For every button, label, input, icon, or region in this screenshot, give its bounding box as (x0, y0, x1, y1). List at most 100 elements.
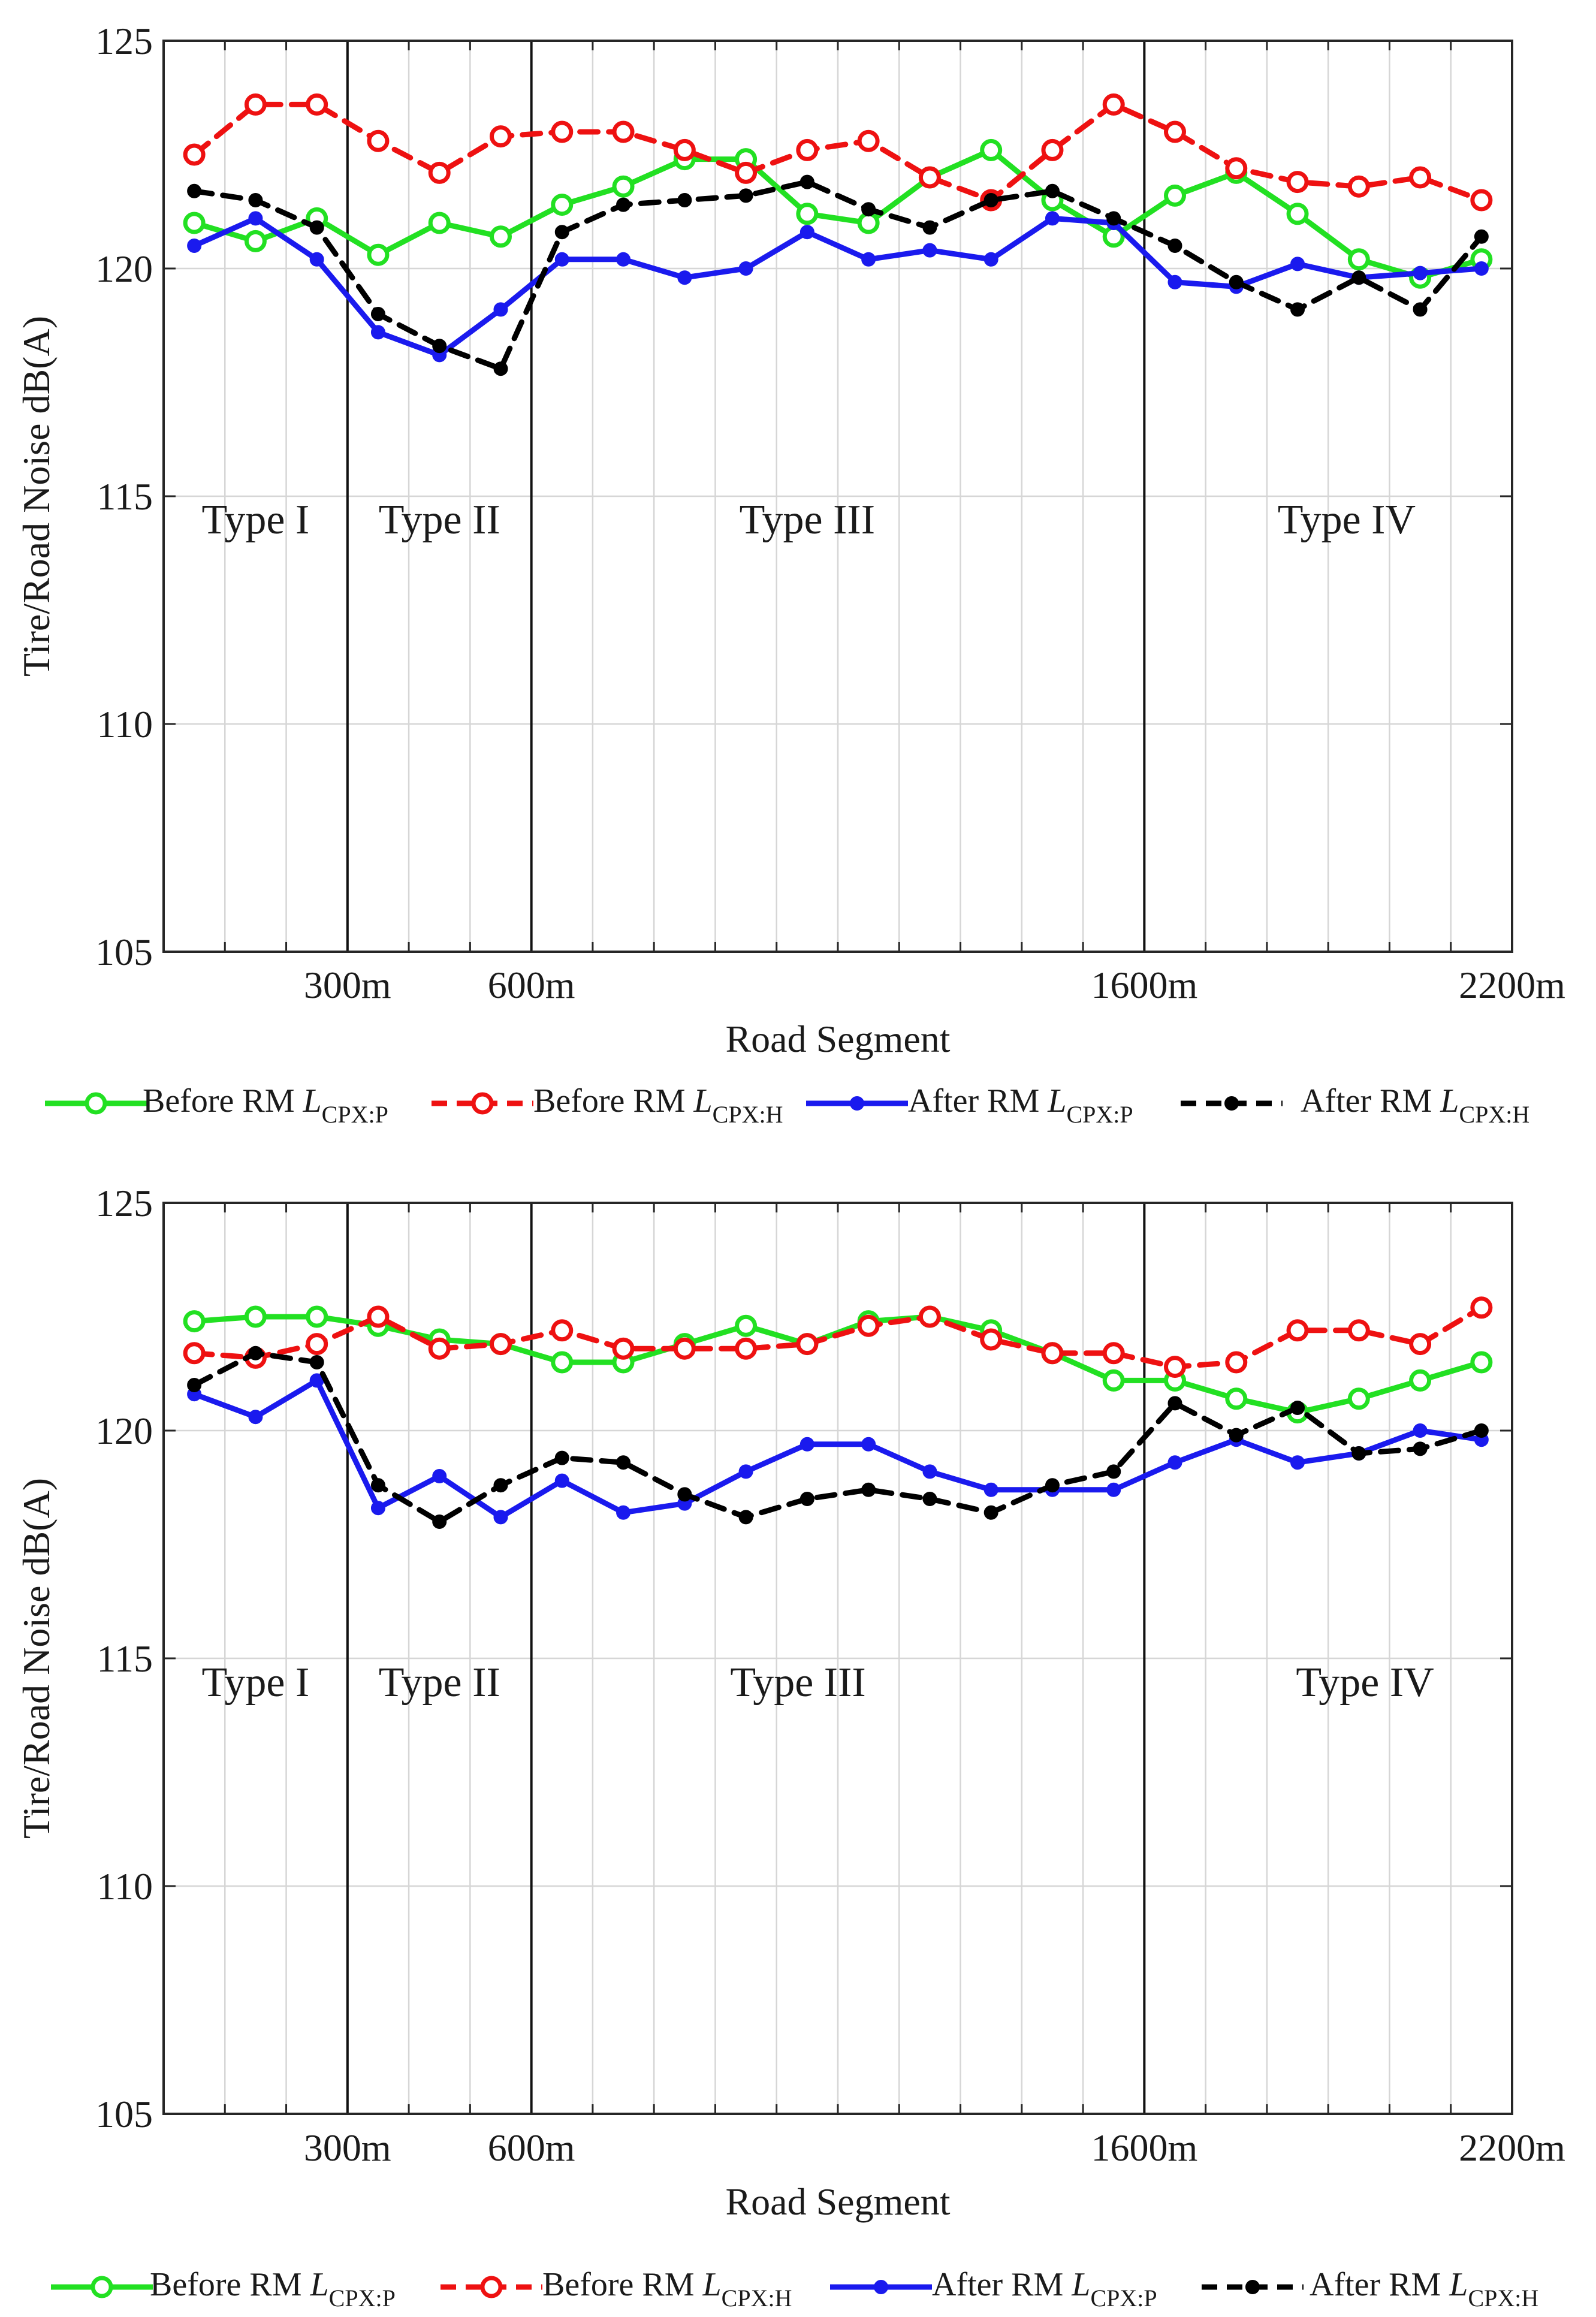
data-point (673, 1337, 696, 1360)
data-point (187, 239, 202, 253)
legend-item-after_p: After RM LCPX:P (830, 2266, 1157, 2312)
data-point (1041, 138, 1064, 161)
data-point (554, 1473, 569, 1488)
data-point (1045, 183, 1060, 198)
legend-item-after_h: After RM LCPX:H (1181, 1082, 1529, 1128)
data-point (309, 220, 324, 235)
data-point (1045, 1478, 1060, 1493)
data-point (370, 307, 385, 321)
data-point (1347, 1387, 1370, 1410)
data-point (677, 193, 692, 207)
data-point (1474, 229, 1489, 244)
region-label: Type IV (1278, 497, 1416, 543)
y-tick-label: 110 (96, 703, 153, 746)
data-point (738, 261, 753, 276)
region-label: Type I (202, 1660, 310, 1706)
series-line (191, 179, 1485, 372)
x-tick-label: 300m (304, 2126, 391, 2169)
x-tick-label: 600m (488, 2126, 575, 2169)
data-point (861, 252, 876, 267)
data-point (922, 243, 937, 258)
data-point (861, 1437, 876, 1452)
data-point (309, 252, 324, 267)
data-point (551, 194, 574, 216)
data-point (1106, 211, 1121, 226)
y-tick-label: 115 (96, 1637, 153, 1680)
data-point (1290, 302, 1305, 317)
legend-marker (480, 2276, 503, 2298)
data-point (922, 1464, 937, 1479)
data-point (428, 161, 451, 184)
data-point (983, 1505, 998, 1520)
data-point (861, 1482, 876, 1497)
data-point (1229, 1428, 1244, 1443)
x-tick-label: 1600m (1091, 2126, 1197, 2169)
y-tick-label: 125 (95, 20, 153, 62)
x-tick-label: 2200m (1459, 964, 1565, 1006)
data-point (857, 129, 880, 152)
data-point (918, 166, 941, 189)
data-point (1106, 1482, 1121, 1497)
data-point (1167, 1396, 1182, 1411)
data-point (735, 1314, 758, 1337)
data-point (1164, 1356, 1186, 1378)
data-point (183, 143, 206, 166)
data-point (1413, 266, 1428, 280)
data-point (616, 1455, 631, 1470)
y-axis-label: Tire/Road Noise dB(A) (15, 316, 58, 677)
data-point (1102, 1369, 1125, 1392)
data-point (735, 1337, 758, 1360)
series-line (191, 1305, 1485, 1370)
data-point (612, 175, 635, 198)
data-point (1290, 257, 1305, 271)
data-point (428, 1337, 451, 1360)
data-point (306, 1333, 328, 1356)
region-label: Type II (379, 497, 500, 543)
data-point (857, 1314, 880, 1337)
data-point (244, 1305, 267, 1328)
data-point (1470, 1351, 1493, 1374)
legend-label: After RM LCPX:H (1301, 1082, 1529, 1128)
legend-item-before_p: Before RM LCPX:P (51, 2266, 396, 2312)
legend-marker (90, 2276, 113, 2298)
y-axis-label: Tire/Road Noise dB(A) (15, 1478, 58, 1839)
y-tick-label: 120 (95, 1410, 153, 1452)
data-point (554, 225, 569, 240)
chart-panel-1: 105 110 115 120 125 300m 600m 1600m 2200m Road Se… (15, 20, 1565, 1128)
data-point (922, 1492, 937, 1506)
axes-frame (162, 1202, 1513, 2115)
y-tick-label: 105 (95, 2093, 153, 2135)
legend-marker (471, 1092, 494, 1115)
data-point (1225, 157, 1248, 180)
data-point (551, 120, 574, 143)
data-point (1106, 1464, 1121, 1479)
series-after_h (187, 1345, 1489, 1529)
series-line (191, 147, 1485, 280)
data-point (554, 1450, 569, 1465)
series-line (191, 1350, 1485, 1525)
data-point (370, 1478, 385, 1493)
legend-label: Before RM LCPX:H (533, 1082, 783, 1128)
legend-marker (1245, 2280, 1260, 2294)
legend-marker (850, 1096, 864, 1111)
data-point (677, 1487, 692, 1502)
y-tick-label: 115 (96, 475, 153, 518)
data-point (616, 197, 631, 212)
legend-marker (1224, 1096, 1239, 1111)
data-point (735, 161, 758, 184)
data-point (1167, 239, 1182, 253)
data-point (612, 120, 635, 143)
legend-marker (85, 1092, 107, 1115)
data-point (1413, 1423, 1428, 1438)
data-point (983, 193, 998, 207)
data-point (244, 230, 267, 252)
data-point (980, 138, 1003, 161)
legend-item-before_h: Before RM LCPX:H (441, 2266, 792, 2312)
region-label: Type III (730, 1660, 865, 1706)
data-point (1225, 1387, 1248, 1410)
data-point (367, 243, 390, 266)
legend-item-before_h: Before RM LCPX:H (432, 1082, 783, 1128)
x-tick-label: 600m (488, 964, 575, 1006)
x-axis-label: Road Segment (725, 2180, 950, 2223)
